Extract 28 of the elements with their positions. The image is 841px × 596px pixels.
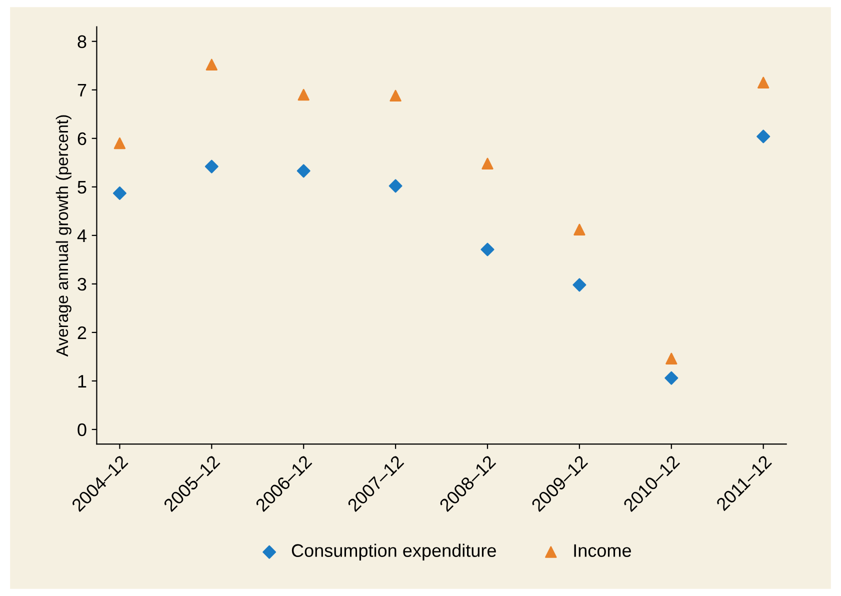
point xyxy=(664,371,678,385)
legend-label: Income xyxy=(574,544,631,557)
point xyxy=(572,278,586,292)
point xyxy=(388,179,402,193)
point xyxy=(206,58,218,71)
point xyxy=(298,88,310,101)
y-tick-label: 4 xyxy=(77,230,86,242)
y-tick-label: 8 xyxy=(78,35,86,48)
y-tick-label: 2 xyxy=(78,326,86,339)
legend-label: Consumption expenditure xyxy=(292,544,496,561)
point xyxy=(114,137,126,150)
point xyxy=(758,76,770,88)
point xyxy=(756,130,770,144)
y-tick-label: 7 xyxy=(78,84,86,96)
point xyxy=(666,352,678,364)
y-tick-label: 1 xyxy=(78,375,86,388)
y-tick-label: 6 xyxy=(78,132,86,146)
point xyxy=(112,186,126,200)
point xyxy=(390,90,402,102)
point xyxy=(482,158,494,170)
y-tick-label: 5 xyxy=(78,181,86,194)
point xyxy=(204,160,218,174)
point xyxy=(574,224,586,236)
y-tick-label: 0 xyxy=(78,423,86,436)
y-tick-label: 3 xyxy=(78,278,86,291)
point xyxy=(480,242,494,256)
y-axis-title: Average annual growth (percent) xyxy=(56,115,72,357)
point xyxy=(296,164,310,178)
